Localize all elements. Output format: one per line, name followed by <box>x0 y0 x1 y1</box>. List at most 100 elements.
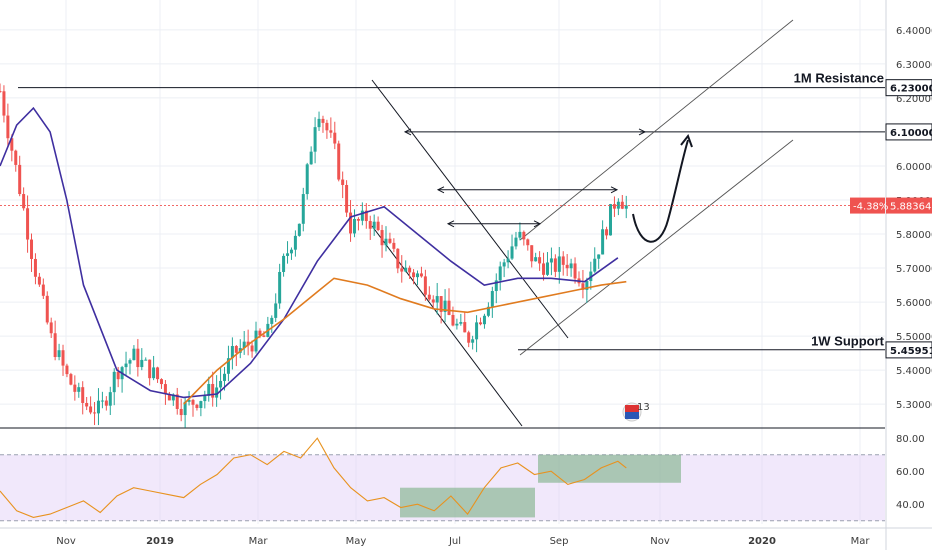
candle-body <box>341 179 345 185</box>
candle-body <box>620 201 624 209</box>
rsi-line <box>0 437 627 518</box>
candle-body <box>159 379 163 385</box>
candle-body <box>624 205 628 209</box>
current-price-tag: 5.88364 <box>890 202 931 213</box>
price-axis[interactable]: 6.400006.300006.200006.000005.900005.800… <box>850 26 932 511</box>
price-tick-label: 6.00000 <box>896 162 932 173</box>
candle-body <box>49 322 53 334</box>
candle-body <box>140 359 144 368</box>
candle-body <box>26 208 30 240</box>
candle-body <box>486 306 490 316</box>
measure-arrow-head <box>436 186 445 194</box>
candle-body <box>431 299 435 303</box>
candle-body <box>542 263 546 275</box>
candle-body <box>305 164 309 195</box>
candle-body <box>282 255 286 272</box>
ascending-channel-upper <box>519 19 794 241</box>
target-price-tag-bg <box>885 123 932 141</box>
price-tick-label: 5.40000 <box>896 366 932 377</box>
candle-body <box>396 248 400 269</box>
candle-body <box>553 258 557 272</box>
candle-body <box>482 315 486 325</box>
candle-body <box>274 303 278 318</box>
candle-body <box>6 115 10 139</box>
candle-body <box>96 400 100 414</box>
candle-body <box>416 273 419 278</box>
candle-body <box>419 273 423 277</box>
support-price-tag-bg <box>885 341 932 359</box>
candle-body <box>246 341 250 346</box>
time-tick-label: May <box>346 536 367 547</box>
rsi-highlight-boxes <box>400 454 681 518</box>
candle-body <box>475 322 479 340</box>
candle-body <box>156 367 160 380</box>
price-tick-label: 6.20000 <box>896 94 932 105</box>
resistance-price-tag-bg <box>885 79 932 97</box>
candle-body <box>317 118 321 128</box>
candle-body <box>380 230 384 246</box>
candle-body <box>57 350 61 358</box>
candle-body <box>545 262 549 275</box>
candle-body <box>412 272 416 278</box>
price-tick-label: 5.70000 <box>896 264 932 275</box>
candle-body <box>352 218 356 234</box>
candle-body <box>439 296 443 312</box>
projection-arrows <box>0 128 885 243</box>
candle-body <box>471 339 475 343</box>
candle-body <box>286 253 290 256</box>
measure-arrow-head <box>638 128 647 136</box>
logo-flag-stripes <box>625 405 639 412</box>
candle-body <box>148 359 152 379</box>
projection-curve <box>632 139 689 243</box>
support-price-tag: 5.45951 <box>890 346 932 357</box>
channel-line-lower <box>371 225 523 427</box>
candle-body <box>427 294 431 300</box>
candle-body <box>490 291 494 307</box>
time-axis[interactable]: Nov 2019 Mar May Jul Sep Nov 2020 Mar <box>56 536 870 547</box>
time-tick-label: 2020 <box>748 536 776 547</box>
candle-body <box>2 91 6 116</box>
candle-body <box>557 256 561 272</box>
time-tick-label: Sep <box>550 536 569 547</box>
rsi-tick-label: 60.00 <box>896 467 925 478</box>
candle-body <box>53 333 57 358</box>
candle-body <box>333 132 337 144</box>
candle-body <box>565 264 569 269</box>
candle-body <box>18 164 22 195</box>
candle-body <box>538 257 542 264</box>
candle-body <box>293 235 297 250</box>
candle-body <box>116 371 120 380</box>
candle-body <box>37 276 41 285</box>
candle-body <box>183 401 187 416</box>
candle-body <box>376 221 380 231</box>
candle-body <box>175 394 179 409</box>
candle-body <box>0 91 2 93</box>
candle-body <box>250 345 254 352</box>
candle-body <box>289 249 293 254</box>
candle-body <box>494 280 498 292</box>
candle-body <box>321 118 325 123</box>
candle-body <box>345 184 349 213</box>
candle-body <box>163 384 167 395</box>
candle-body <box>360 210 364 221</box>
candle-body <box>234 346 238 353</box>
candle-body <box>526 239 530 246</box>
candle-body <box>195 404 199 409</box>
candle-body <box>136 348 140 368</box>
candle-body <box>593 258 597 272</box>
candle-body <box>10 138 14 151</box>
candle-body <box>349 212 353 234</box>
candle-body <box>45 295 49 323</box>
candle-body <box>179 408 183 416</box>
candle-body <box>561 256 565 265</box>
change-tag-bg <box>850 197 885 214</box>
candle-body <box>518 231 522 238</box>
measure-arrow-head <box>446 220 455 228</box>
candle-body <box>404 267 408 272</box>
price-candles <box>0 83 628 428</box>
candle-body <box>93 412 97 414</box>
candle-body <box>479 322 483 325</box>
candle-body <box>262 335 266 337</box>
candle-body <box>506 258 510 263</box>
